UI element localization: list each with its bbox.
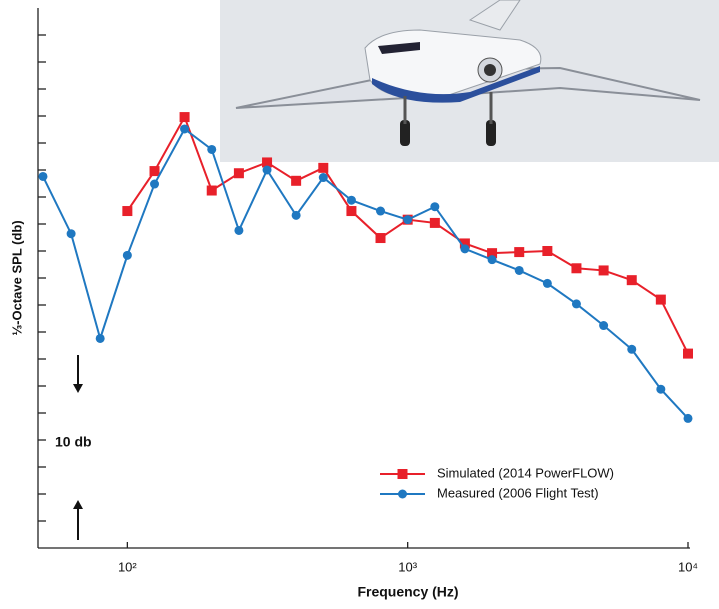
- data-point: [627, 344, 637, 354]
- data-point: [262, 165, 272, 175]
- data-point: [233, 168, 244, 179]
- legend-marker: [397, 469, 408, 479]
- data-point: [346, 206, 357, 217]
- data-point: [626, 275, 637, 286]
- data-point: [149, 166, 160, 177]
- legend-label: Simulated (2014 PowerFLOW): [437, 465, 614, 480]
- data-point: [318, 162, 329, 173]
- data-point: [655, 294, 666, 305]
- data-point: [291, 175, 302, 186]
- data-point: [487, 255, 497, 265]
- data-point: [403, 215, 413, 225]
- data-point: [291, 210, 301, 220]
- data-point: [122, 250, 132, 260]
- data-point: [38, 171, 48, 181]
- data-point: [656, 384, 666, 394]
- data-point: [376, 206, 386, 216]
- data-point: [430, 202, 440, 212]
- aircraft-photo: [220, 0, 719, 162]
- data-point: [234, 225, 244, 235]
- data-point: [429, 217, 440, 228]
- x-tick-label: 10²: [118, 559, 137, 574]
- data-point: [571, 299, 581, 309]
- annotation: 10 db: [55, 434, 92, 450]
- legend-label: Measured (2006 Flight Test): [437, 485, 599, 500]
- data-point: [487, 248, 498, 259]
- data-point: [207, 144, 217, 154]
- data-point: [180, 124, 190, 134]
- data-point: [318, 173, 328, 183]
- data-point: [150, 179, 160, 189]
- x-tick-label: 10⁴: [678, 559, 698, 574]
- data-point: [179, 112, 190, 123]
- data-point: [122, 206, 133, 217]
- legend-marker: [398, 489, 407, 499]
- data-point: [599, 321, 609, 331]
- data-point: [514, 265, 524, 275]
- y-axis-title: ⅓-Octave SPL (db): [9, 220, 24, 335]
- data-point: [542, 278, 552, 288]
- x-axis-title: Frequency (Hz): [357, 584, 458, 600]
- data-point: [542, 246, 553, 256]
- data-point: [460, 244, 470, 254]
- data-point: [514, 247, 525, 258]
- data-point: [346, 195, 356, 205]
- data-point: [66, 229, 76, 239]
- data-point: [459, 238, 470, 249]
- x-tick-label: 10³: [398, 559, 417, 574]
- data-point: [683, 413, 693, 423]
- data-point: [571, 263, 582, 274]
- data-point: [375, 233, 386, 244]
- series-line: [42, 127, 689, 420]
- scale-arrows: [73, 355, 83, 540]
- data-point: [683, 348, 693, 359]
- data-point: [206, 185, 217, 196]
- data-point: [598, 265, 609, 276]
- data-point: [95, 333, 105, 343]
- data-point: [262, 157, 273, 168]
